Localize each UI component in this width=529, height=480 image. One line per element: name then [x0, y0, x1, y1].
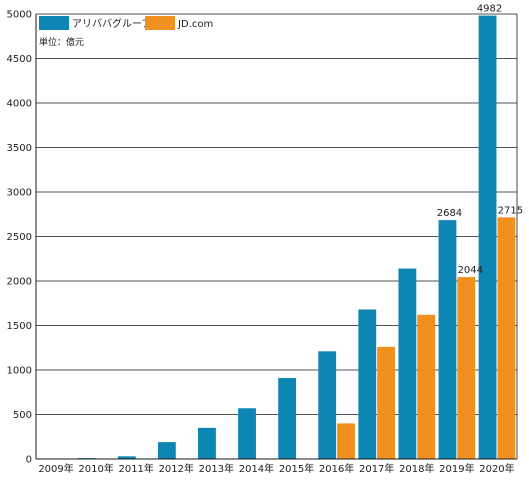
x-tick-label: 2012年: [159, 462, 194, 475]
bar-alibaba-2014年: [238, 408, 256, 459]
legend-label-alibaba: アリババグループ: [72, 17, 151, 30]
x-tick-label: 2020年: [479, 462, 514, 475]
y-tick-label: 2000: [7, 277, 32, 288]
bar-jd-2018年: [417, 314, 436, 459]
bar-alibaba-2020年: [478, 15, 497, 460]
y-tick-labels: 0 500 1000 1500 2000 2500 3000 3500 4000 4500 5000: [7, 10, 32, 466]
y-tick-label: 4500: [7, 54, 32, 65]
y-tick-label: 500: [13, 410, 32, 421]
x-tick-label: 2014年: [239, 462, 274, 475]
unit-label: 単位：億元: [39, 36, 84, 48]
y-tick-label: 0: [26, 455, 32, 466]
y-tick-label: 5000: [7, 10, 32, 21]
y-tick-label: 2500: [7, 232, 32, 243]
bar-alibaba-2017年: [358, 309, 377, 459]
bar-alibaba-2012年: [157, 442, 176, 459]
bar-alibaba-2013年: [198, 427, 216, 459]
data-label: 2715: [498, 205, 523, 216]
bar-alibaba-2018年: [398, 268, 417, 459]
data-label: 2684: [437, 208, 462, 219]
bar-alibaba-2015年: [278, 378, 297, 459]
x-tick-label: 2017年: [359, 462, 394, 475]
x-tick-label: 2013年: [199, 462, 234, 475]
bar-alibaba-2011年: [117, 456, 136, 459]
x-tick-label: 2019年: [439, 462, 474, 475]
data-label: 4982: [477, 4, 502, 15]
bars: [37, 15, 516, 460]
bar-jd-2019年: [457, 277, 476, 459]
legend-swatch-alibaba: [39, 16, 69, 30]
x-tick-label: 2011年: [118, 462, 153, 475]
gridlines: [36, 13, 517, 415]
bar-jd-2020年: [497, 217, 516, 459]
x-tick-label: 2018年: [399, 462, 434, 475]
y-tick-label: 3500: [7, 143, 32, 154]
x-tick-label: 2009年: [38, 462, 73, 475]
x-tick-label: 2010年: [78, 462, 113, 475]
bar-jd-2016年: [337, 423, 355, 459]
y-tick-label: 1000: [7, 366, 32, 377]
x-tick-label: 2016年: [319, 462, 354, 475]
data-label: 2044: [458, 265, 483, 276]
y-tick-label: 3000: [7, 188, 32, 199]
y-tick-label: 1500: [7, 321, 32, 332]
x-tick-label: 2015年: [279, 462, 314, 475]
x-tick-labels: 2009年 2010年 2011年 2012年 2013年 2014年 2015年 2016年…: [38, 462, 514, 475]
bar-alibaba-2019年: [438, 220, 457, 459]
y-tick-label: 4000: [7, 99, 32, 110]
data-labels: 2684 2044 4982 2715: [437, 4, 523, 276]
bar-alibaba-2016年: [318, 351, 337, 459]
legend: アリババグループ JD.com 単位：億元: [39, 16, 213, 48]
legend-swatch-jd: [145, 16, 175, 30]
bar-jd-2017年: [377, 346, 396, 459]
legend-label-jd: JD.com: [177, 19, 213, 30]
axes: [35, 14, 518, 460]
